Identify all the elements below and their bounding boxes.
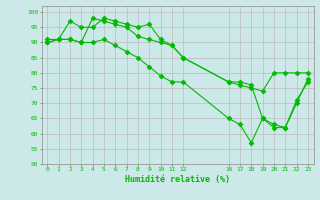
X-axis label: Humidité relative (%): Humidité relative (%) xyxy=(125,175,230,184)
